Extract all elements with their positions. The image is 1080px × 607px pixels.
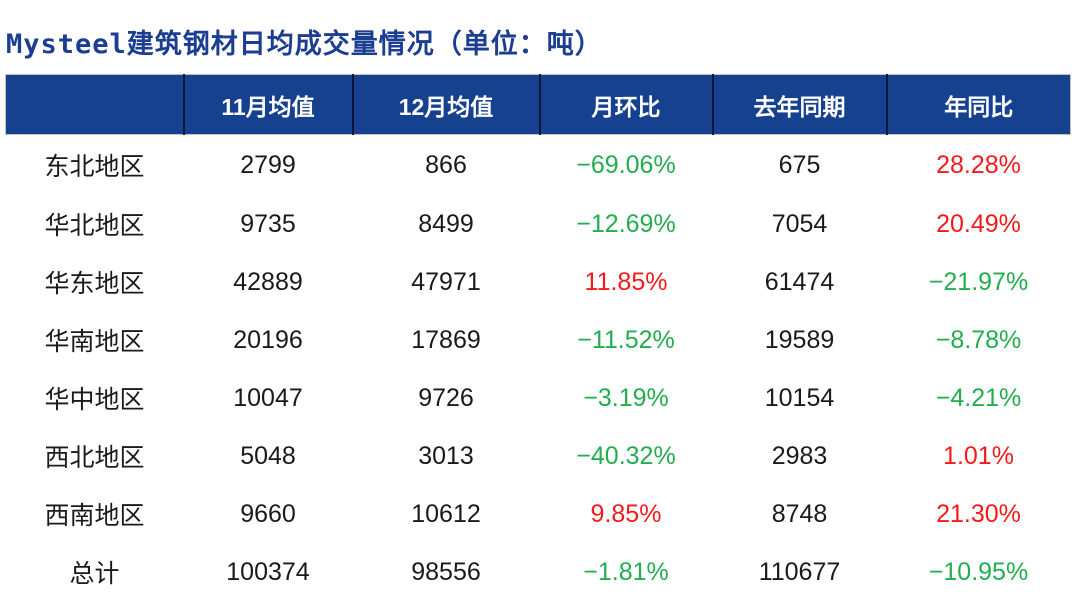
yoy-cell: −4.21% [887,369,1071,427]
table-row-total: 总计 100374 98556 −1.81% 110677 −10.95% [6,543,1071,601]
dec-value: 866 [425,150,467,179]
mom-cell: −11.52% [540,311,713,369]
mom-value: −40.32% [576,441,676,470]
yoy-value: 21.30% [936,499,1021,528]
region-cell: 华东地区 [44,270,145,298]
last-year-value: 8748 [771,499,828,528]
mom-cell: 11.85% [540,253,713,311]
yoy-cell: −10.95% [887,543,1071,601]
page-title: Mysteel建筑钢材日均成交量情况（单位：吨） [6,29,603,60]
header-dec-avg: 12月均值 [351,74,540,135]
mom-cell: −40.32% [540,427,713,485]
yoy-cell: 20.49% [887,195,1071,253]
table-row: 华中地区 10047 9726 −3.19% 10154 −4.21% [6,369,1071,427]
mom-value: −1.81% [583,557,669,586]
last-year-value: 2983 [771,441,828,470]
mom-value: 11.85% [584,267,668,296]
table-header: 11月均值 12月均值 月环比 去年同期 年同比 [5,74,1071,135]
yoy-value: −4.21% [935,383,1022,412]
mom-value: −11.52% [577,325,675,354]
nov-value: 100374 [226,557,310,586]
mom-cell: −12.69% [540,195,713,253]
dec-value: 10612 [411,499,481,528]
region-cell: 华北地区 [44,212,145,240]
last-year-value: 19589 [764,325,835,354]
mom-cell: −3.19% [540,369,713,427]
nov-value: 5048 [240,441,296,470]
region-cell: 总计 [69,560,120,588]
region-cell: 华南地区 [44,328,145,356]
yoy-value: 20.49% [936,209,1021,238]
mom-value: −12.69% [576,209,676,238]
nov-value: 9660 [240,499,296,528]
yoy-cell: −8.78% [887,311,1071,369]
table-row: 东北地区 2799 866 −69.06% 675 28.28% [6,135,1071,196]
header-region [5,74,184,135]
region-cell: 东北地区 [44,153,145,181]
dec-value: 3013 [418,441,474,470]
table-row: 华东地区 42889 47971 11.85% 61474 −21.97% [6,253,1071,311]
nov-value: 20196 [233,325,303,354]
mom-value: −3.19% [583,383,669,412]
yoy-value: 28.28% [936,150,1021,179]
table-row: 华南地区 20196 17869 −11.52% 19589 −8.78% [6,311,1071,369]
yoy-cell: 28.28% [887,135,1071,196]
nov-value: 10047 [233,383,303,412]
yoy-value: 1.01% [943,441,1014,470]
mom-cell: −69.06% [540,135,713,196]
header-row: 11月均值 12月均值 月环比 去年同期 年同比 [5,74,1071,135]
yoy-cell: −21.97% [887,253,1071,311]
yoy-value: −21.97% [928,267,1029,296]
last-year-value: 61474 [764,267,835,296]
header-mom: 月环比 [538,74,713,135]
header-last-year: 去年同期 [711,74,887,135]
yoy-value: −10.95% [928,557,1029,586]
nov-value: 42889 [233,267,303,296]
yoy-cell: 1.01% [887,427,1071,485]
table-row: 西北地区 5048 3013 −40.32% 2983 1.01% [6,427,1071,485]
table-body: 东北地区 2799 866 −69.06% 675 28.28% 华北地区 97… [6,135,1071,602]
table-row: 西南地区 9660 10612 9.85% 8748 21.30% [6,485,1071,543]
region-cell: 华中地区 [44,386,145,414]
last-year-value: 10154 [764,383,835,412]
dec-value: 17869 [411,325,481,354]
last-year-value: 675 [778,150,821,179]
nov-value: 9735 [240,209,296,238]
dec-value: 98556 [411,557,481,586]
header-nov-avg: 11月均值 [182,74,353,135]
yoy-value: −8.78% [935,325,1022,354]
dec-value: 9726 [418,383,474,412]
last-year-value: 7054 [771,209,828,238]
header-yoy: 年同比 [885,74,1071,135]
dec-value: 47971 [411,267,481,296]
region-cell: 西北地区 [44,444,145,472]
mom-cell: 9.85% [540,485,713,543]
nov-value: 2799 [240,150,296,179]
steel-volume-table: 11月均值 12月均值 月环比 去年同期 年同比 东北地区 2799 866 −… [5,74,1071,601]
dec-value: 8499 [418,209,474,238]
table-row: 华北地区 9735 8499 −12.69% 7054 20.49% [6,195,1071,253]
mom-cell: −1.81% [540,543,713,601]
mom-value: 9.85% [590,499,662,528]
region-cell: 西南地区 [44,502,145,530]
mom-value: −69.06% [576,150,676,179]
yoy-cell: 21.30% [887,485,1071,543]
last-year-value: 110677 [758,557,841,586]
